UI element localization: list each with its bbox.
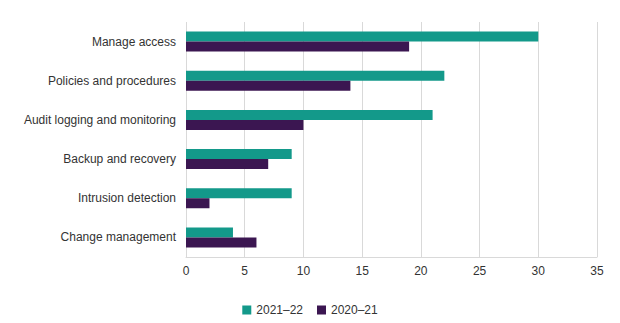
svg-text:Audit logging and monitoring: Audit logging and monitoring xyxy=(24,113,176,127)
svg-text:10: 10 xyxy=(297,264,311,278)
svg-text:Backup and recovery: Backup and recovery xyxy=(63,152,176,166)
svg-text:15: 15 xyxy=(355,264,369,278)
svg-text:20: 20 xyxy=(414,264,428,278)
svg-text:35: 35 xyxy=(590,264,604,278)
svg-text:2020–21: 2020–21 xyxy=(331,303,378,317)
svg-text:Manage access: Manage access xyxy=(92,35,176,49)
svg-text:5: 5 xyxy=(241,264,248,278)
svg-text:25: 25 xyxy=(473,264,487,278)
svg-text:Intrusion detection: Intrusion detection xyxy=(78,191,176,205)
svg-text:0: 0 xyxy=(183,264,190,278)
svg-text:30: 30 xyxy=(532,264,546,278)
svg-text:2021–22: 2021–22 xyxy=(256,303,303,317)
svg-text:Policies and procedures: Policies and procedures xyxy=(48,74,176,88)
svg-text:Change management: Change management xyxy=(61,230,177,244)
